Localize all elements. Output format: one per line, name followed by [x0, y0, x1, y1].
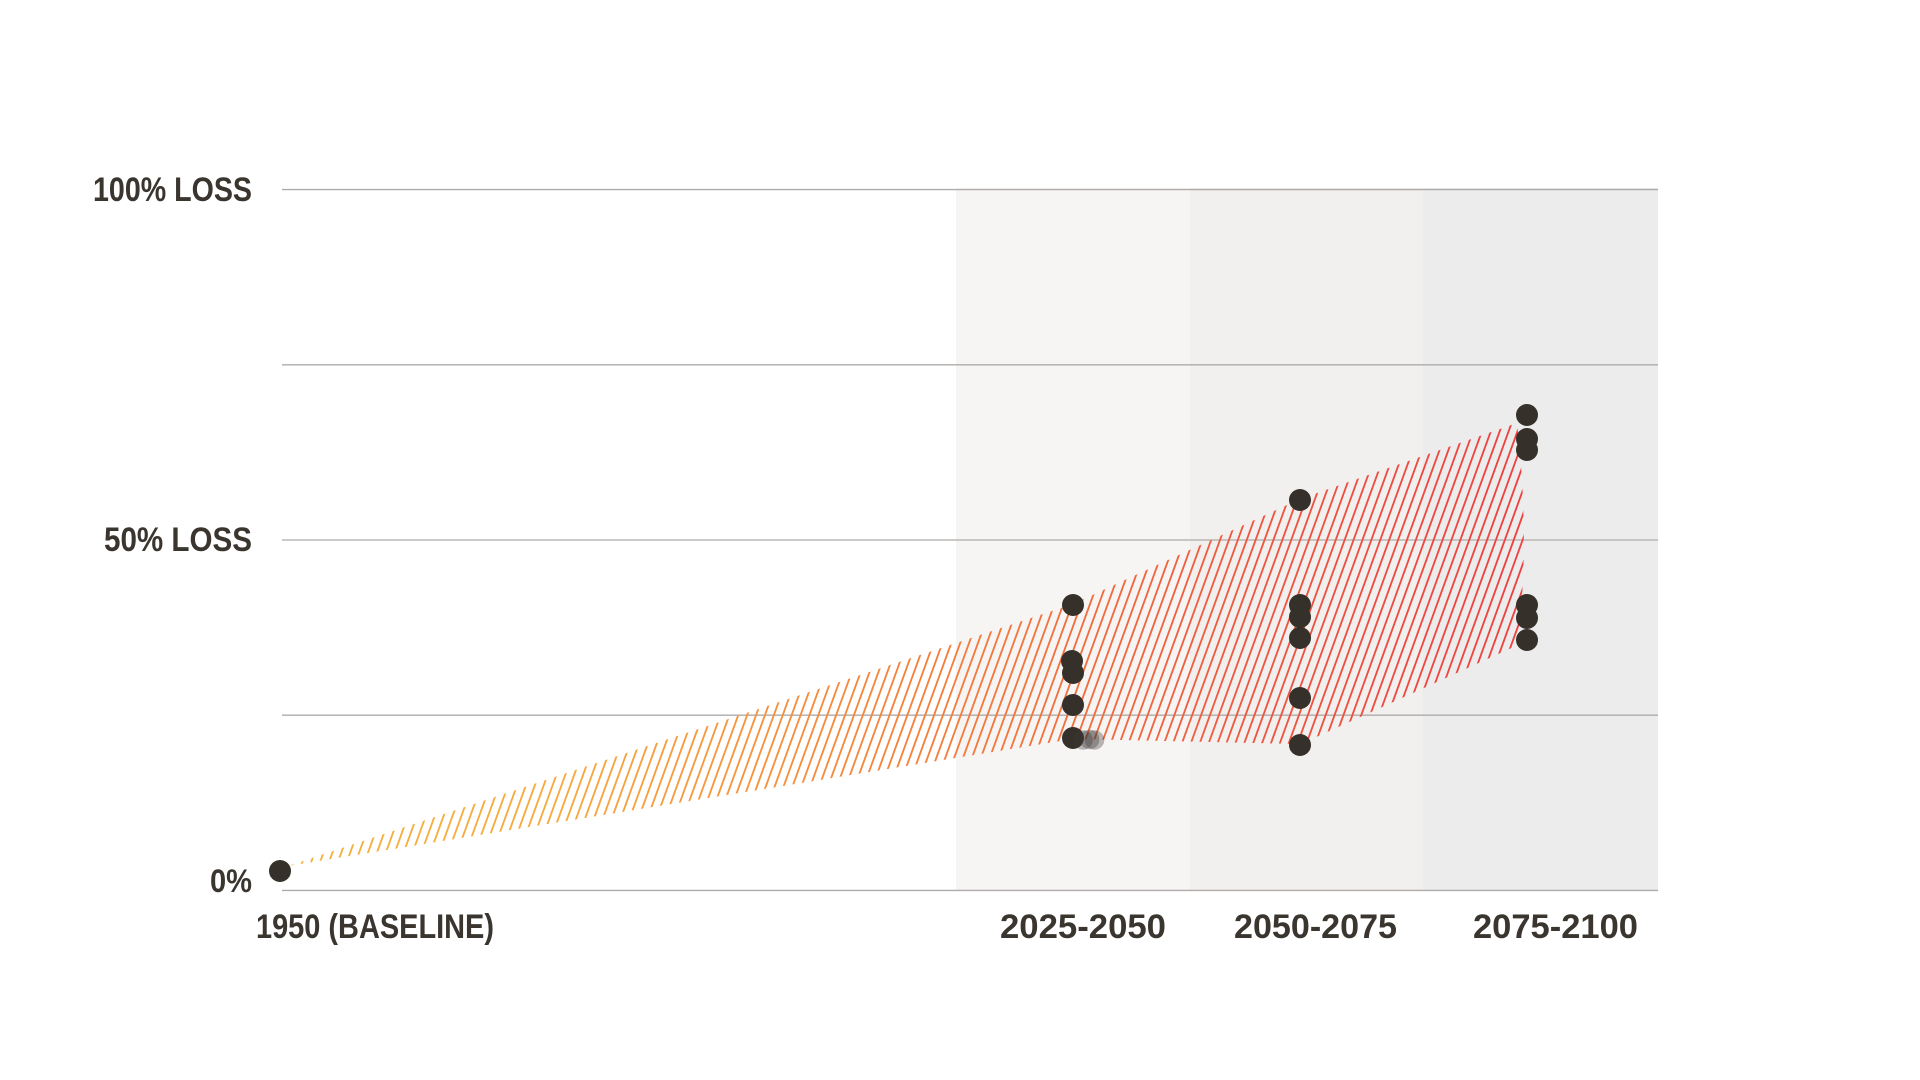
svg-text:100% LOSS: 100% LOSS — [93, 171, 252, 209]
svg-text:2075-2100: 2075-2100 — [1473, 908, 1638, 946]
svg-text:2050-2075: 2050-2075 — [1234, 908, 1397, 946]
svg-text:50% LOSS: 50% LOSS — [104, 521, 252, 559]
svg-text:0%: 0% — [210, 863, 252, 899]
svg-text:1950 (BASELINE): 1950 (BASELINE) — [256, 908, 494, 946]
svg-text:2025-2050: 2025-2050 — [1000, 908, 1166, 946]
